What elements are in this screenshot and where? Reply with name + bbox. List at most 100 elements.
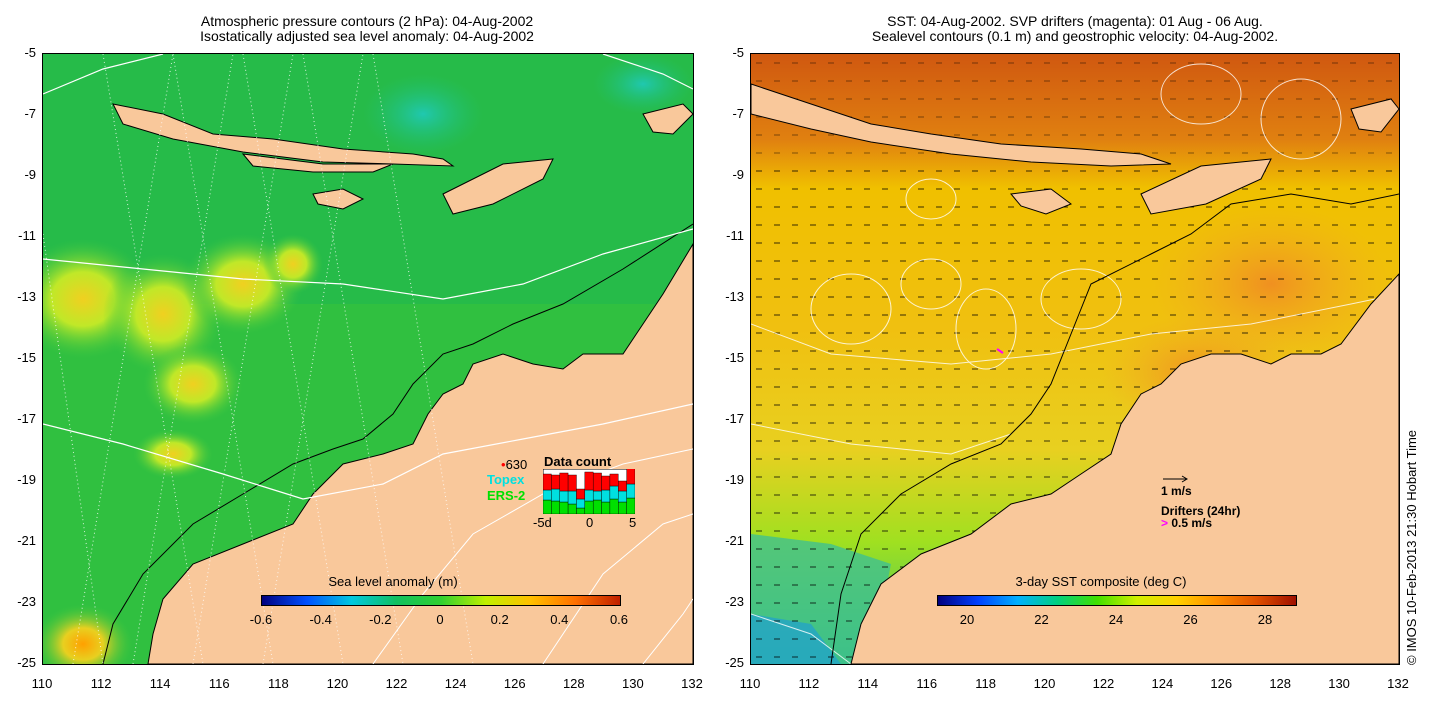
data-count-xtick-1: -5d [533, 515, 552, 530]
australia-landmass-sst [850, 273, 1399, 664]
left-map-ytick-9: -23 [17, 594, 36, 609]
satellite-ground-tracks [43, 54, 474, 664]
right-map-xtick-7: 124 [1151, 676, 1174, 691]
right-map-xtick-10: 130 [1328, 676, 1350, 691]
australia-landmass [147, 243, 693, 664]
data-count-bar-3-0 [567, 503, 577, 514]
left-map-colorbar-tick-2: -0.2 [369, 612, 392, 627]
left-map-ytick-6: -17 [17, 411, 36, 426]
left-map-colorbar-tick-1: -0.4 [309, 612, 332, 627]
data-count-bar-10-1 [626, 483, 635, 499]
drifter-scale-label: 0.5 m/s [1171, 516, 1213, 530]
left-map-xtick-1: 112 [90, 676, 112, 691]
left-map-xtick-6: 122 [385, 676, 408, 691]
right-map-xtick-8: 126 [1210, 676, 1233, 691]
right-map-colorbar-tick-0: 20 [959, 612, 975, 627]
left-map-ytick-7: -19 [17, 472, 36, 487]
left-map-ytick-8: -21 [17, 533, 36, 548]
data-count-bar-8-0 [609, 498, 619, 514]
data-count-bar-6-2 [592, 472, 602, 492]
sst-map-canvas [751, 54, 1399, 664]
data-count-bar-8-2 [609, 473, 619, 487]
drifter-scale-icon: > [1161, 516, 1169, 530]
sea-level-colorbar-title: Sea level anomaly (m) [328, 574, 458, 589]
data-count-bar-0-1 [543, 489, 552, 501]
left-map-ytick-2: -9 [24, 167, 36, 182]
right-map-colorbar-tick-2: 24 [1108, 612, 1124, 627]
data-count-xtick-2: 0 [586, 515, 594, 530]
right-map-xtick-4: 118 [975, 676, 996, 691]
left-map-xtick-10: 130 [622, 676, 644, 691]
left-map-colorbar-tick-0: -0.6 [249, 612, 273, 627]
left-map-ytick-3: -11 [18, 228, 36, 243]
right-map-ytick-2: -9 [732, 167, 744, 182]
copyright-notice: © IMOS 10-Feb-2013 21:30 Hobart Time [1404, 429, 1419, 665]
left-map-xtick-0: 110 [31, 676, 53, 691]
timor-island-sst [1140, 158, 1272, 215]
left-map-xtick-4: 118 [267, 676, 289, 691]
right-map-xtick-5: 120 [1033, 676, 1056, 691]
data-count-bar-5-0 [584, 500, 594, 514]
left-map-colorbar-tick-4: 0.2 [490, 612, 509, 627]
left-map-colorbar-tick-5: 0.4 [550, 612, 569, 627]
right-map-ytick-9: -23 [725, 594, 744, 609]
left-map-xtick-2: 114 [149, 676, 171, 691]
marker-value: 630 [505, 457, 528, 472]
right-map-ytick-6: -17 [725, 411, 744, 426]
data-count-bar-9-0 [618, 501, 627, 514]
bathymetry-contour-sst [830, 193, 1399, 664]
right-map-xtick-2: 114 [857, 676, 879, 691]
right-map-ytick-10: -25 [725, 655, 744, 670]
data-count-bar-3-2 [567, 474, 577, 492]
right-map-ytick-0: -5 [732, 45, 744, 60]
velocity-scale-label: 1 m/s [1161, 484, 1192, 498]
data-count-xtick-3: 5 [629, 515, 637, 530]
right-map-colorbar-tick-4: 28 [1257, 612, 1273, 627]
data-count-bar-8-1 [609, 485, 619, 500]
sea-level-colorbar [261, 595, 621, 606]
left-map-ytick-4: -13 [17, 289, 36, 304]
left-map-title: Atmospheric pressure contours (2 hPa): 0… [200, 13, 534, 44]
right-map-ytick-3: -11 [726, 228, 744, 243]
data-count-bar-4-2 [576, 488, 586, 500]
ers2-label: ERS-2 [487, 488, 526, 503]
pressure-contour [43, 228, 693, 300]
bathymetry-contour [102, 223, 693, 664]
data-count-bar-5-2 [584, 471, 594, 491]
sea-level-map-canvas [43, 54, 693, 664]
drifter-track [996, 348, 1004, 354]
sst-colorbar-title: 3-day SST composite (deg C) [1015, 574, 1187, 589]
indonesian-islands-sst [751, 83, 1172, 167]
right-map-xtick-0: 110 [739, 676, 761, 691]
sea-level-anomaly-map: •630 Topex ERS-2 Data count -5d 0 5 Sea … [42, 53, 694, 665]
sea-level-contours [751, 63, 1399, 664]
data-count-bar-6-0 [592, 499, 602, 514]
data-count-chart [543, 469, 635, 514]
data-count-bar-6-1 [592, 490, 602, 501]
data-count-bar-1-1 [551, 488, 560, 502]
left-map-colorbar-tick-3: 0 [436, 612, 444, 627]
left-map-ytick-5: -15 [17, 350, 36, 365]
data-count-bar-3-1 [567, 490, 577, 505]
right-map-xtick-3: 116 [916, 676, 938, 691]
data-count-bar-0-2 [543, 473, 552, 491]
right-map-xtick-11: 132 [1387, 676, 1409, 691]
right-map-ytick-4: -13 [725, 289, 744, 304]
left-map-ytick-10: -25 [17, 655, 36, 670]
right-map-xtick-9: 128 [1269, 676, 1292, 691]
right-map-ytick-8: -21 [725, 533, 744, 548]
right-map-xtick-1: 112 [798, 676, 820, 691]
data-count-bar-4-1 [576, 498, 586, 509]
data-count-bar-2-2 [559, 472, 569, 492]
left-map-xtick-9: 128 [562, 676, 585, 691]
data-count-bar-10-0 [626, 497, 635, 514]
left-map-xtick-8: 126 [503, 676, 526, 691]
velocity-scale-arrow [1163, 475, 1188, 483]
right-map-colorbar-tick-3: 26 [1183, 612, 1198, 627]
right-map-xtick-6: 122 [1092, 676, 1115, 691]
right-map-ytick-7: -19 [725, 472, 744, 487]
left-map-xtick-3: 116 [208, 676, 230, 691]
left-map-xtick-7: 124 [444, 676, 467, 691]
data-count-bar-7-1 [601, 489, 611, 503]
left-map-ytick-1: -7 [24, 106, 36, 121]
